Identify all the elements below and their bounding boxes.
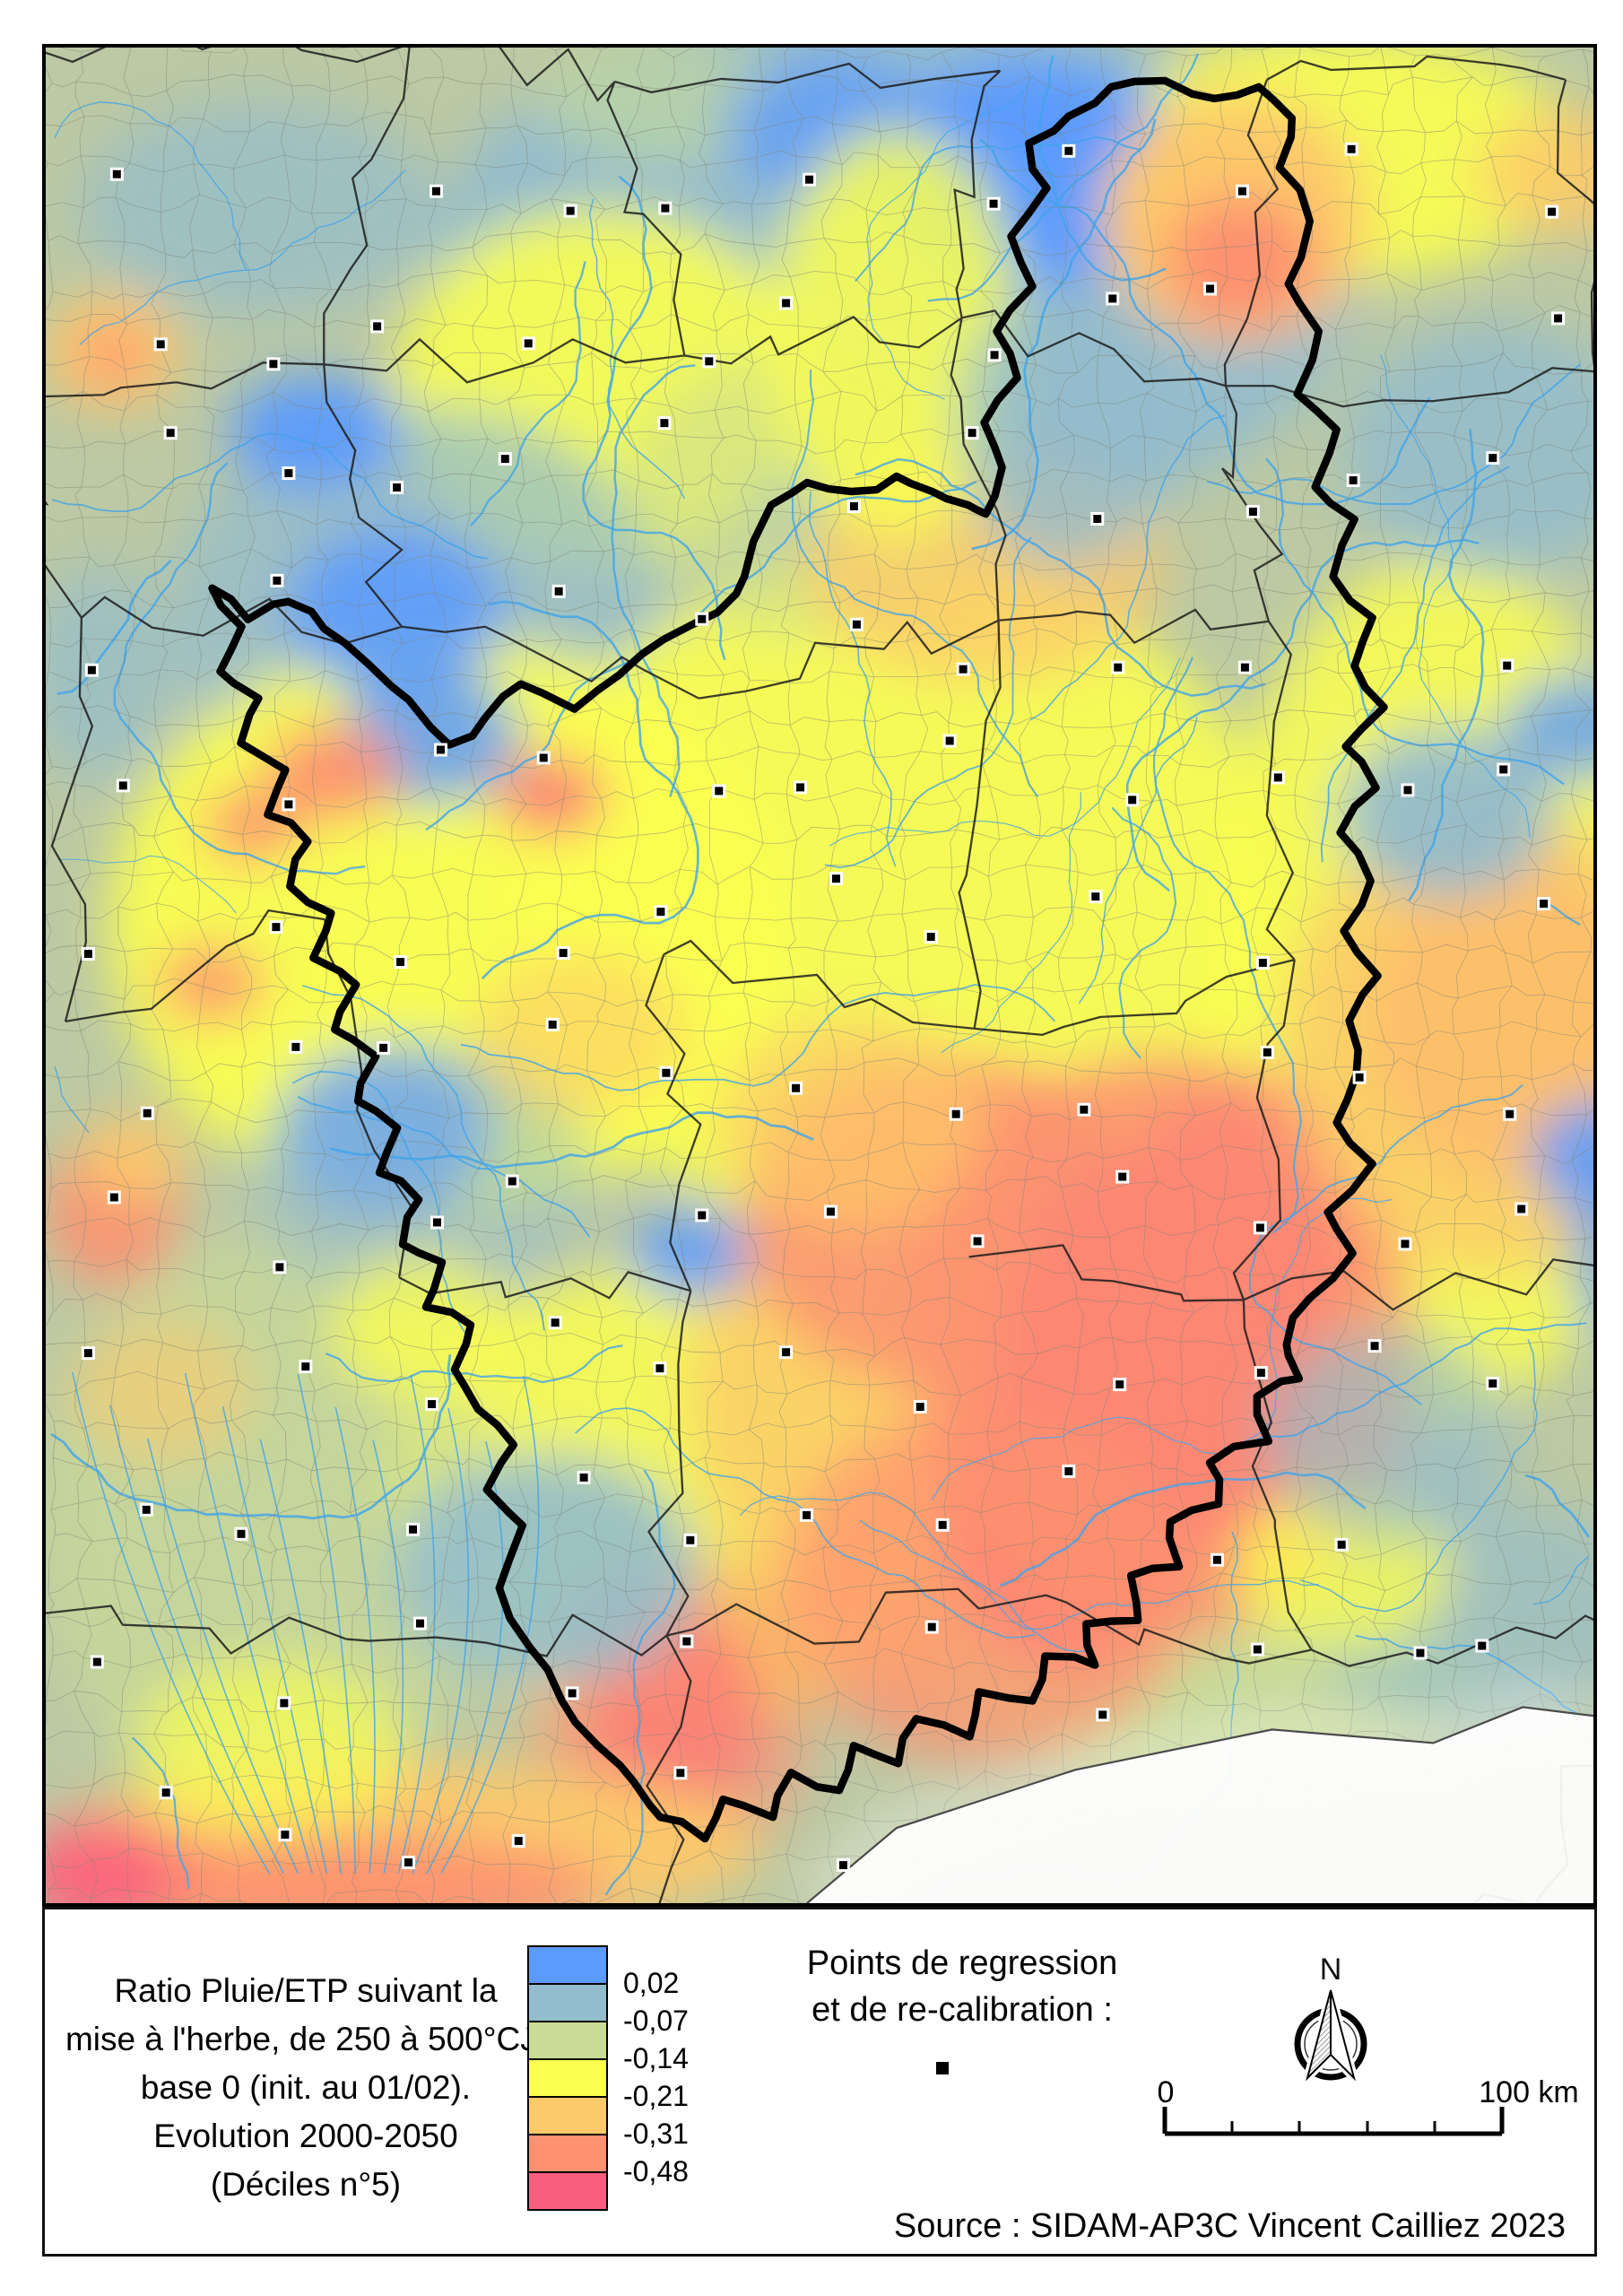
legend-swatch xyxy=(527,2058,608,2098)
legend-title-line: Evolution 2000-2050 xyxy=(153,2118,458,2154)
source-credit: Source : SIDAM-AP3C Vincent Cailliez 202… xyxy=(893,2207,1566,2245)
ramp-value: -0,21 xyxy=(623,2080,689,2112)
legend-title-line: Ratio Pluie/ETP suivant la xyxy=(114,1972,498,2009)
ramp-value: -0,14 xyxy=(623,2042,689,2074)
legend-color-ramp xyxy=(527,1945,608,2211)
svg-text:N: N xyxy=(1320,1952,1342,1987)
climate-map xyxy=(42,44,1597,1907)
regression-points-label: Points de regression et de re-calibratio… xyxy=(806,1944,1118,2029)
scalebar xyxy=(1162,2107,1505,2136)
legend-swatch xyxy=(527,1983,608,2022)
legend-box: Ratio Pluie/ETP suivant la mise à l'herb… xyxy=(42,1907,1597,2257)
map-canvas xyxy=(46,48,1593,1903)
legend-swatch xyxy=(527,2096,608,2135)
ramp-value: -0,07 xyxy=(623,2005,689,2037)
legend-title-line: base 0 (init. au 01/02). xyxy=(140,2069,472,2106)
legend-swatch xyxy=(527,2171,608,2211)
legend-swatch xyxy=(527,2021,608,2060)
ramp-value: -0,48 xyxy=(623,2155,689,2187)
scalebar-end-label: 100 km xyxy=(1479,2075,1579,2109)
north-arrow-icon: N xyxy=(1294,1952,1367,2083)
ramp-value: 0,02 xyxy=(623,1967,680,1999)
regression-point-marker xyxy=(936,2062,949,2074)
scalebar-start-label: 0 xyxy=(1157,2075,1175,2109)
legend-title-line: mise à l'herbe, de 250 à 500°CJ, xyxy=(65,2021,547,2057)
legend-title: Ratio Pluie/ETP suivant la mise à l'herb… xyxy=(52,1967,560,2209)
ramp-value: -0,31 xyxy=(623,2118,689,2150)
legend-swatch xyxy=(527,1945,608,1985)
legend-swatch xyxy=(527,2134,608,2173)
legend-title-line: (Déciles n°5) xyxy=(210,2166,402,2203)
